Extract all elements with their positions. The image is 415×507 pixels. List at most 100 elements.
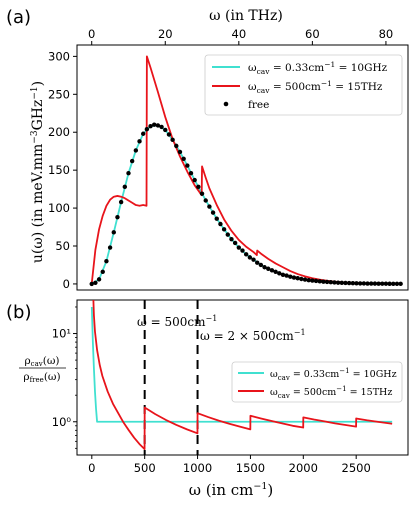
panel-a-label: (a) [6, 7, 31, 28]
panel-a-y-tick-label: 0 [63, 277, 70, 291]
panel-a-legend-box [204, 54, 403, 116]
panel-a-y-tick-label: 150 [48, 163, 70, 177]
panel-b-annotation-500: ω = 500cm−1 [137, 314, 217, 329]
panel-a-free-point [141, 131, 146, 136]
panel-a-free-point [181, 156, 186, 161]
panel-a-free-point [192, 177, 197, 183]
panel-a-free-point [302, 277, 308, 282]
panel-a-free-point [269, 268, 275, 273]
panel-a-free-point [199, 191, 205, 196]
panel-b-y-tick-label: 10¹ [52, 327, 71, 341]
panel-a-free-point [166, 132, 172, 137]
panel-a-x-tick-label: 80 [379, 27, 394, 41]
panel-b-y-tick-label: 10⁰ [52, 415, 72, 429]
panel-a-series [89, 55, 403, 287]
panel-a-free-point [107, 245, 113, 250]
panel-a-y-tick-label: 300 [48, 49, 70, 63]
panel-a-y-axis-title: u(ω) (in meV.mm−3GHz−1) [30, 81, 46, 263]
panel-a-free-point [258, 262, 264, 268]
panel-a-free-point [357, 281, 363, 286]
panel-b-x-tick-label: 2500 [342, 461, 371, 475]
panel-a-free-point [210, 210, 216, 215]
panel-a-free-point [361, 281, 367, 286]
panel-a-free-point [335, 280, 341, 285]
panel-b-label: (b) [6, 302, 31, 323]
panel-a-free-point [100, 269, 105, 274]
panel-a-free-point [185, 163, 190, 168]
panel-a-free-point [155, 123, 161, 128]
panel-a-free-point [96, 277, 102, 282]
panel-a-free-point [177, 149, 183, 155]
panel-a-free-point [387, 281, 392, 286]
panel-a-free-point [93, 280, 98, 285]
panel-a-free-point [188, 170, 194, 176]
panel-b-x-tick-label: 1000 [183, 461, 212, 475]
panel-a-y-tick-label: 250 [48, 87, 70, 101]
panel-a-free-point [284, 273, 289, 278]
panel-a-free-point [240, 248, 245, 253]
panel-a-free-point [196, 184, 201, 190]
panel-b-line-15thz [92, 299, 393, 450]
panel-b-x-axis-title: ω (in cm−1) [189, 481, 274, 499]
panel-a-free-point [339, 280, 344, 285]
panel-b-ticks: 0 500 1000 1500 2000 2500 10⁰ 10¹ [52, 306, 371, 475]
panel-a-free-point [317, 279, 322, 284]
panel-a-free-point [328, 279, 333, 285]
panel-b-annotation-1000: ω = 2 × 500cm−1 [200, 328, 306, 343]
panel-a-free-point [243, 252, 249, 257]
panel-a-free-point [394, 281, 400, 287]
panel-a-legend-label-15thz: ωcav = 500cm−1 = 15THz [248, 79, 383, 95]
panel-a-free-point [133, 148, 139, 153]
panel-a-x-tick-label: 0 [88, 27, 95, 41]
panel-a-x-tick-label: 20 [158, 27, 173, 41]
panel-b-x-tick-label: 2000 [289, 461, 318, 475]
panel-a-free-point [159, 124, 164, 130]
panel-b-plot-frame [76, 299, 409, 456]
panel-b-series [90, 299, 393, 455]
panel-a-free-point [369, 281, 374, 286]
panel-a-free-point [163, 127, 168, 133]
panel-a-free-point [332, 280, 337, 285]
panel-a-free-point [299, 276, 304, 282]
panel-b-legend-box [231, 361, 403, 403]
panel-a-free-point [372, 281, 378, 286]
panel-a-free-point [273, 269, 278, 274]
panel-a-free-point [207, 204, 212, 209]
panel-a-free-point [126, 170, 131, 176]
panel-a-free-point [266, 266, 271, 271]
panel-a-free-point [255, 260, 260, 265]
panel-b-line-10ghz [90, 306, 393, 423]
panel-a-free-point [324, 279, 330, 285]
panel-a-free-point [232, 240, 238, 246]
panel-a-y-tick-label: 200 [48, 125, 70, 139]
panel-a-free-point [89, 281, 94, 287]
panel-a-legend-label-10ghz: ωcav = 0.33cm−1 = 10GHz [248, 60, 388, 76]
panel-b-legend: ωcav = 0.33cm−1 = 10GHz ωcav = 500cm−1 =… [231, 361, 403, 403]
panel-a-free-point [218, 221, 223, 227]
panel-a-free-point [152, 122, 157, 127]
panel-a-free-point [398, 281, 403, 287]
panel-a-free-point [295, 276, 300, 281]
panel-a-free-point [280, 272, 286, 278]
panel-b-legend-label-10ghz: ωcav = 0.33cm−1 = 10GHz [270, 367, 397, 382]
panel-a-legend-label-free: free [248, 99, 269, 111]
panel-b-legend-label-15thz: ωcav = 500cm−1 = 15THz [270, 385, 392, 400]
panel-a-free-point [343, 280, 348, 286]
panel-a-plot-frame [76, 44, 409, 291]
panel-a-free-point [391, 281, 396, 286]
panel-a-free-point [291, 275, 297, 280]
panel-a-free-point [203, 198, 208, 203]
panel-b-y-axis-title: ρcav(ω) ρfree(ω) [19, 355, 66, 384]
panel-a-y-tick-label: 100 [48, 201, 70, 215]
panel-a-legend: ωcav = 0.33cm−1 = 10GHz ωcav = 500cm−1 =… [204, 54, 403, 116]
panel-b: (b) ρcav(ω) ρfree(ω) 0 500 1000 1500 2000 250… [6, 299, 409, 499]
panel-a-free-point [214, 216, 219, 221]
panel-a-free-point [174, 143, 179, 149]
panel-a-free-point [115, 214, 120, 220]
panel-a-free-point [221, 227, 227, 232]
panel-a-free-point [346, 280, 352, 286]
panel-b-y-numerator: ρcav(ω) [24, 355, 59, 368]
panel-a-free-point [380, 281, 385, 286]
panel-a-free-point [277, 271, 282, 276]
panel-a-y-tick-label: 50 [55, 239, 70, 253]
